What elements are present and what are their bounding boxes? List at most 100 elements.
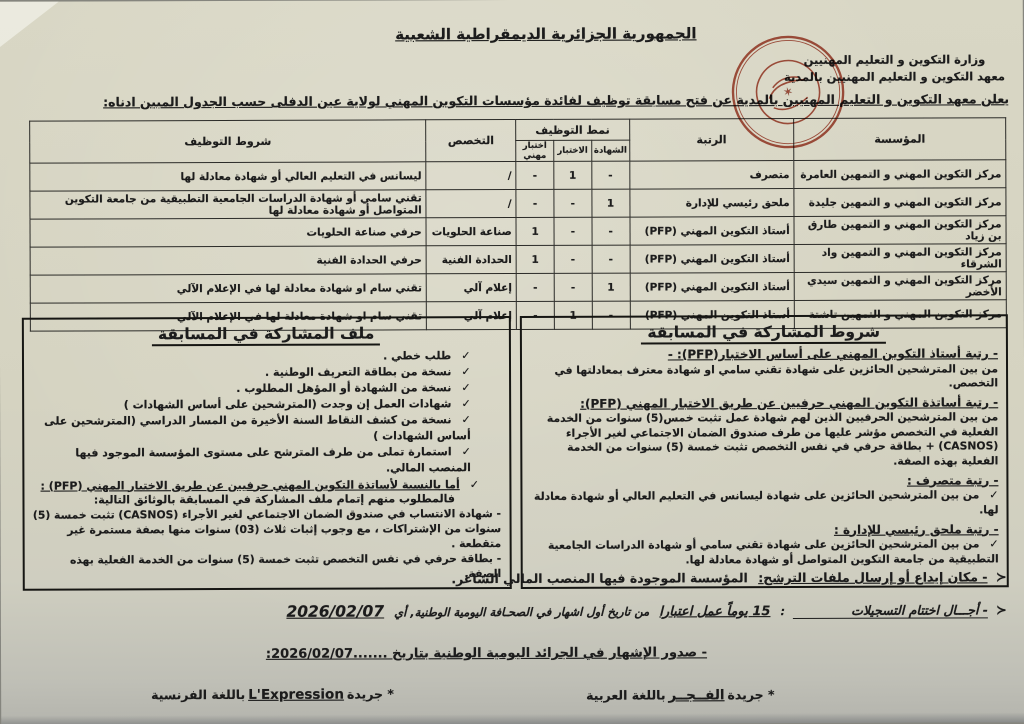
col-certificate: الشهادة xyxy=(591,140,630,162)
check-icon: ✓ xyxy=(461,349,471,363)
table-row: مركز التكوين المهني و التمهين واد الشرقا… xyxy=(30,243,1007,276)
deadline-rest: من تاريخ أول اشهار في الصحـافة اليومية ا… xyxy=(394,604,650,620)
cell-specialty: الحدادة الفنية xyxy=(426,245,517,274)
deadline-date: 2026/02/07 xyxy=(286,602,385,621)
file-item: ✓نسخة من كشف النقاط السنة الأخيرة من الم… xyxy=(44,412,471,443)
deposit-location-label: - مكان إيداع أو إرسال ملفات الترشح: xyxy=(758,569,988,586)
condition-heading: - رتبة ملحق رئيسي للإدارة : xyxy=(833,521,999,537)
cell-exam: - xyxy=(553,217,592,246)
cell-pro-exam: - xyxy=(515,161,554,190)
condition-body: ✓من بين المترشحين الحائزين على شهادة تقن… xyxy=(547,537,999,567)
cell-certificate: - xyxy=(591,161,630,190)
participation-conditions-box: شروط المشاركة في المسابقة - رتبة أستاذ ا… xyxy=(519,314,1009,590)
file-item: ✓طلب خطي . xyxy=(383,349,471,363)
file-item: ✓استمارة تملى من طرف المترشح على مستوى ا… xyxy=(75,444,471,475)
boxes-row: شروط المشاركة في المسابقة - رتبة أستاذ ا… xyxy=(21,314,1009,592)
cell-rank: أستاذ التكوين المهني (PFP) xyxy=(629,244,795,274)
scan-shadow xyxy=(1,712,1024,724)
required-document: - بطاقة حرفي في نفس التخصص تثبت خمسة (5)… xyxy=(69,552,502,581)
cell-exam: - xyxy=(554,273,593,302)
cell-specialty: / xyxy=(426,189,517,218)
conditions-box-title: شروط المشاركة في المسابقة xyxy=(529,322,998,345)
cell-certificate: 1 xyxy=(591,273,630,302)
table-row: مركز التكوين المهني و التمهين سيدي الأخض… xyxy=(30,271,1007,304)
cell-institution: مركز التكوين المهني و التمهين جليدة xyxy=(794,187,1006,217)
deadline-label: - أجـــال اختتام التسجيلات xyxy=(793,602,988,620)
arrow-icon: ≺ xyxy=(995,603,1007,619)
newspaper-name: L'Expression xyxy=(248,686,344,703)
cell-institution: مركز التكوين المهني و التمهين العامرة xyxy=(793,159,1006,189)
deposit-location-line: ≺ - مكان إيداع أو إرسال ملفات الترشح: ال… xyxy=(451,569,1006,587)
cell-rank: ملحق رئيسي للإدارة xyxy=(629,188,795,218)
condition-heading: - رتبة أساتذة التكوين المهني حرفيين عن ط… xyxy=(580,395,999,411)
cell-institution: مركز التكوين المهني و التمهين واد الشرقا… xyxy=(794,243,1007,273)
col-pro-exam: اختبار مهني xyxy=(515,140,554,162)
announcement-line: يعلن معهد التكوين و التعليم المهنيين بال… xyxy=(103,91,1010,110)
special-intro: فالمطلوب منهم إتمام ملف المشاركة في المس… xyxy=(93,491,455,506)
table-row: مركز التكوين المهني و التمهين طارق بن زي… xyxy=(29,215,1007,248)
col-conditions: شروط التوظيف xyxy=(29,119,427,164)
cell-conditions: تقني سام او شهادة معادلة لها في الإعلام … xyxy=(30,273,427,304)
cell-rank: أستاذ التكوين المهني (PFP) xyxy=(629,272,795,302)
registration-deadline-line: ≺ - أجـــال اختتام التسجيلات : 15 يوماً … xyxy=(286,600,1007,621)
stamp-ring-text: وزارة التكوين و التعليم المهنيين ✶ معهد … xyxy=(711,41,722,53)
cell-certificate: - xyxy=(591,217,630,246)
condition-body: ✓من بين المترشحين الحائزين على شهادة ليس… xyxy=(534,488,999,517)
check-icon: ✓ xyxy=(469,477,479,491)
check-icon: ✓ xyxy=(461,381,471,395)
participation-file-box: ملف المشاركة في المسابقة ✓طلب خطي . ✓نسخ… xyxy=(21,316,512,592)
newspaper-prefix: * جريدة xyxy=(727,687,775,703)
cell-pro-exam: 1 xyxy=(516,245,555,274)
required-document: - شهادة الانتساب في صندوق الضمان الاجتما… xyxy=(32,506,502,551)
check-icon: ✓ xyxy=(461,444,471,458)
special-heading: ✓أما بالنسبة لأساتذة التكوين المهني حرفي… xyxy=(40,477,479,493)
condition-item: - رتبة أستاذ التكوين المهني على أساس الا… xyxy=(529,346,999,392)
condition-body: من بين المترشحين الحرفيين الذين لهم شهاد… xyxy=(546,410,999,468)
file-item: ✓شهادات العمل إن وجدت (المترشحين على أسا… xyxy=(123,396,471,412)
condition-heading: - رتبة متصرف : xyxy=(906,472,999,488)
deposit-location-value: المؤسسة الموجودة فيها المنصب المالي الشا… xyxy=(451,570,748,587)
check-icon: ✓ xyxy=(989,488,999,502)
cell-pro-exam: - xyxy=(516,189,554,218)
file-items-list: ✓طلب خطي . ✓نسخة من بطاقة التعريف الوطني… xyxy=(32,348,501,477)
cell-rank: متصرف xyxy=(629,160,795,190)
cell-exam: - xyxy=(554,245,592,274)
deadline-days: 15 يوماً عمل اعتبارا xyxy=(659,604,771,620)
newspaper-prefix: * جريدة xyxy=(346,686,394,702)
file-item: ✓نسخة من بطاقة التعريف الوطنية . xyxy=(264,365,471,379)
page-corner-fold xyxy=(0,1,59,48)
table-row: مركز التكوين المهني و التمهين العامرة مت… xyxy=(29,159,1006,192)
cell-conditions: تقني سامي أو شهادة الدراسات الجامعية الت… xyxy=(29,189,427,220)
cell-pro-exam: 1 xyxy=(516,217,555,246)
cell-pro-exam: - xyxy=(516,273,555,302)
newspaper-french: * جريدةL'Expressionباللغة الفرنسية xyxy=(151,686,394,703)
condition-body: من بين المترشحين الحائزين على شهادة تقني… xyxy=(554,361,999,390)
cell-conditions: حرفي الحدادة الفنية xyxy=(30,245,427,276)
cell-conditions: حرفي صناعة الحلويات xyxy=(29,217,427,248)
cell-specialty: / xyxy=(426,161,517,190)
condition-item: - رتبة متصرف : ✓من بين المترشحين الحائزي… xyxy=(530,473,999,520)
condition-heading: - رتبة أستاذ التكوين المهني على أساس الا… xyxy=(667,346,998,362)
condition-item: - رتبة ملحق رئيسي للإدارة : ✓من بين المت… xyxy=(530,522,999,569)
cell-institution: مركز التكوين المهني و التمهين طارق بن زي… xyxy=(794,215,1007,245)
newspaper-suffix: باللغة العربية xyxy=(586,687,666,703)
cell-certificate: 1 xyxy=(591,189,630,218)
cell-rank: أستاذ التكوين المهني (PFP) xyxy=(629,216,795,246)
table-header-row: المؤسسة الرتبة نمط التوظيف التخصص شروط ا… xyxy=(29,117,1006,164)
col-exam: الاختبار xyxy=(553,140,592,162)
file-box-title: ملف المشاركة في المسابقة xyxy=(32,324,501,347)
stamp-center-text: ✶ xyxy=(782,84,795,100)
cell-specialty: صناعة الحلويات xyxy=(426,217,517,246)
newspaper-arabic: * جريدةالفــجــرباللغة العربية xyxy=(586,687,774,704)
condition-item: - رتبة أساتذة التكوين المهني حرفيين عن ط… xyxy=(530,395,999,470)
cell-certificate: - xyxy=(591,245,630,274)
cell-institution: مركز التكوين المهني و التمهين سيدي الأخض… xyxy=(794,271,1007,301)
check-icon: ✓ xyxy=(461,365,471,379)
file-item: ✓نسخة من الشهادة أو المؤهل المطلوب . xyxy=(236,381,471,395)
cell-exam: 1 xyxy=(553,161,592,190)
arrow-icon: ≺ xyxy=(995,570,1007,586)
publication-date-line: - صدور الإشهار في الجرائد اليومية الوطني… xyxy=(265,645,708,662)
newspaper-name: الفــجــر xyxy=(668,687,725,704)
